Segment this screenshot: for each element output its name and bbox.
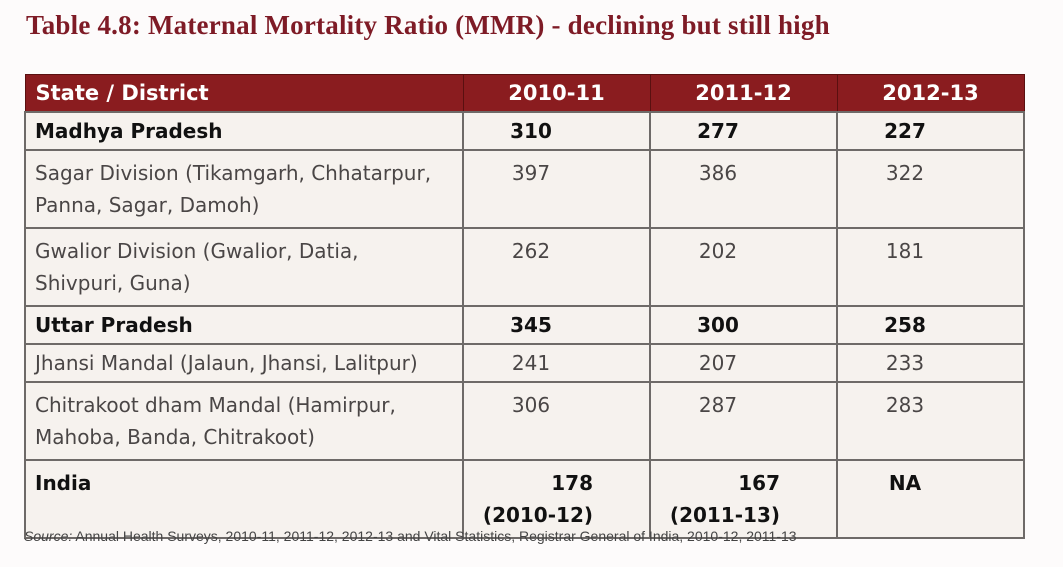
table-row-gwalior-division: Gwalior Division (Gwalior, Datia, Shivpu… bbox=[24, 227, 1025, 307]
value-2010-11: 178 (2010-12) bbox=[462, 459, 651, 539]
india-value: 167 bbox=[738, 471, 780, 495]
header-row: State / District 2010-11 2011-12 2012-13 bbox=[24, 74, 1025, 113]
column-header-state-district: State / District bbox=[24, 74, 464, 113]
row-label: Chitrakoot dham Mandal (Hamirpur, Mahoba… bbox=[24, 381, 464, 461]
value-2012-13: 181 bbox=[836, 227, 1025, 307]
value-2011-12: 386 bbox=[649, 149, 838, 229]
india-value: 178 bbox=[551, 471, 593, 495]
value-2012-13: 233 bbox=[836, 343, 1025, 383]
value-2010-11: 310 bbox=[462, 111, 651, 151]
table-row-sagar-division: Sagar Division (Tikamgarh, Chhatarpur, P… bbox=[24, 149, 1025, 229]
table-title: Table 4.8: Maternal Mortality Ratio (MMR… bbox=[26, 10, 830, 40]
table-row-madhya-pradesh: Madhya Pradesh 310 277 227 bbox=[24, 111, 1025, 151]
row-label: India bbox=[24, 459, 464, 539]
source-note: Source: Annual Health Surveys, 2010-11, … bbox=[24, 528, 797, 544]
row-label: Madhya Pradesh bbox=[24, 111, 464, 151]
value-2011-12: 277 bbox=[649, 111, 838, 151]
column-header-2012-13: 2012-13 bbox=[836, 74, 1025, 113]
value-2012-13: 283 bbox=[836, 381, 1025, 461]
value-2011-12: 287 bbox=[649, 381, 838, 461]
table-row-india: India 178 (2010-12) 167 (2011-13) NA bbox=[24, 459, 1025, 539]
value-2011-12: 300 bbox=[649, 305, 838, 345]
value-2010-11: 306 bbox=[462, 381, 651, 461]
value-2010-11: 345 bbox=[462, 305, 651, 345]
table-row-chitrakoot-dham-mandal: Chitrakoot dham Mandal (Hamirpur, Mahoba… bbox=[24, 381, 1025, 461]
row-label: Uttar Pradesh bbox=[24, 305, 464, 345]
value-2010-11: 241 bbox=[462, 343, 651, 383]
value-2012-13: 258 bbox=[836, 305, 1025, 345]
table-row-jhansi-mandal: Jhansi Mandal (Jalaun, Jhansi, Lalitpur)… bbox=[24, 343, 1025, 383]
value-2012-13: 227 bbox=[836, 111, 1025, 151]
row-label: Jhansi Mandal (Jalaun, Jhansi, Lalitpur) bbox=[24, 343, 464, 383]
column-header-2010-11: 2010-11 bbox=[462, 74, 651, 113]
table-row-uttar-pradesh: Uttar Pradesh 345 300 258 bbox=[24, 305, 1025, 345]
row-label: Sagar Division (Tikamgarh, Chhatarpur, P… bbox=[24, 149, 464, 229]
value-2012-13: 322 bbox=[836, 149, 1025, 229]
value-2011-12: 207 bbox=[649, 343, 838, 383]
value-2012-13: NA bbox=[836, 459, 1025, 539]
india-period: (2011-13) bbox=[669, 503, 780, 527]
value-2010-11: 262 bbox=[462, 227, 651, 307]
mmr-table: State / District 2010-11 2011-12 2012-13… bbox=[24, 74, 1025, 539]
india-period: (2010-12) bbox=[482, 503, 593, 527]
value-2010-11: 397 bbox=[462, 149, 651, 229]
source-label: Source: bbox=[24, 528, 73, 544]
source-text: Annual Health Surveys, 2010-11, 2011-12,… bbox=[72, 528, 797, 544]
value-2011-12: 167 (2011-13) bbox=[649, 459, 838, 539]
column-header-2011-12: 2011-12 bbox=[649, 74, 838, 113]
value-2011-12: 202 bbox=[649, 227, 838, 307]
row-label: Gwalior Division (Gwalior, Datia, Shivpu… bbox=[24, 227, 464, 307]
